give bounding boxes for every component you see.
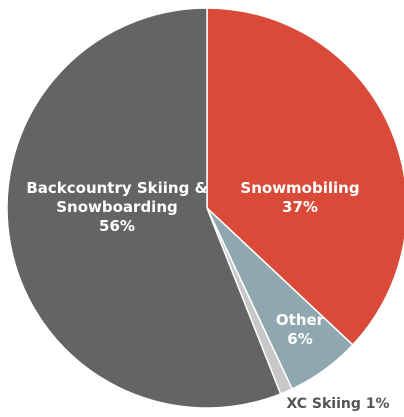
pie-label-line: Backcountry Skiing &: [26, 179, 207, 197]
pie-label-line: Snowmobiling: [240, 179, 359, 197]
pie-label-xc-skiing: XC Skiing 1%: [286, 396, 389, 412]
pie-label-line: XC Skiing 1%: [286, 396, 389, 412]
pie-slice-snowmobiling: [206, 7, 404, 346]
pie-label-other: Other 6%: [276, 311, 325, 348]
pie-label-line: Snowboarding: [56, 198, 178, 216]
pie-label-backcountry-skiing-snowboarding: Backcountry Skiing & Snowboarding 56%: [26, 179, 207, 235]
pie-label-line: 37%: [282, 198, 318, 216]
pie-label-line: 56%: [99, 217, 135, 235]
pie-label-line: 6%: [287, 330, 312, 348]
pie-slice-backcountry-skiing-snowboarding: [6, 7, 282, 409]
pie-label-line: Other: [276, 311, 325, 329]
pie-label-snowmobiling: Snowmobiling 37%: [240, 179, 359, 216]
